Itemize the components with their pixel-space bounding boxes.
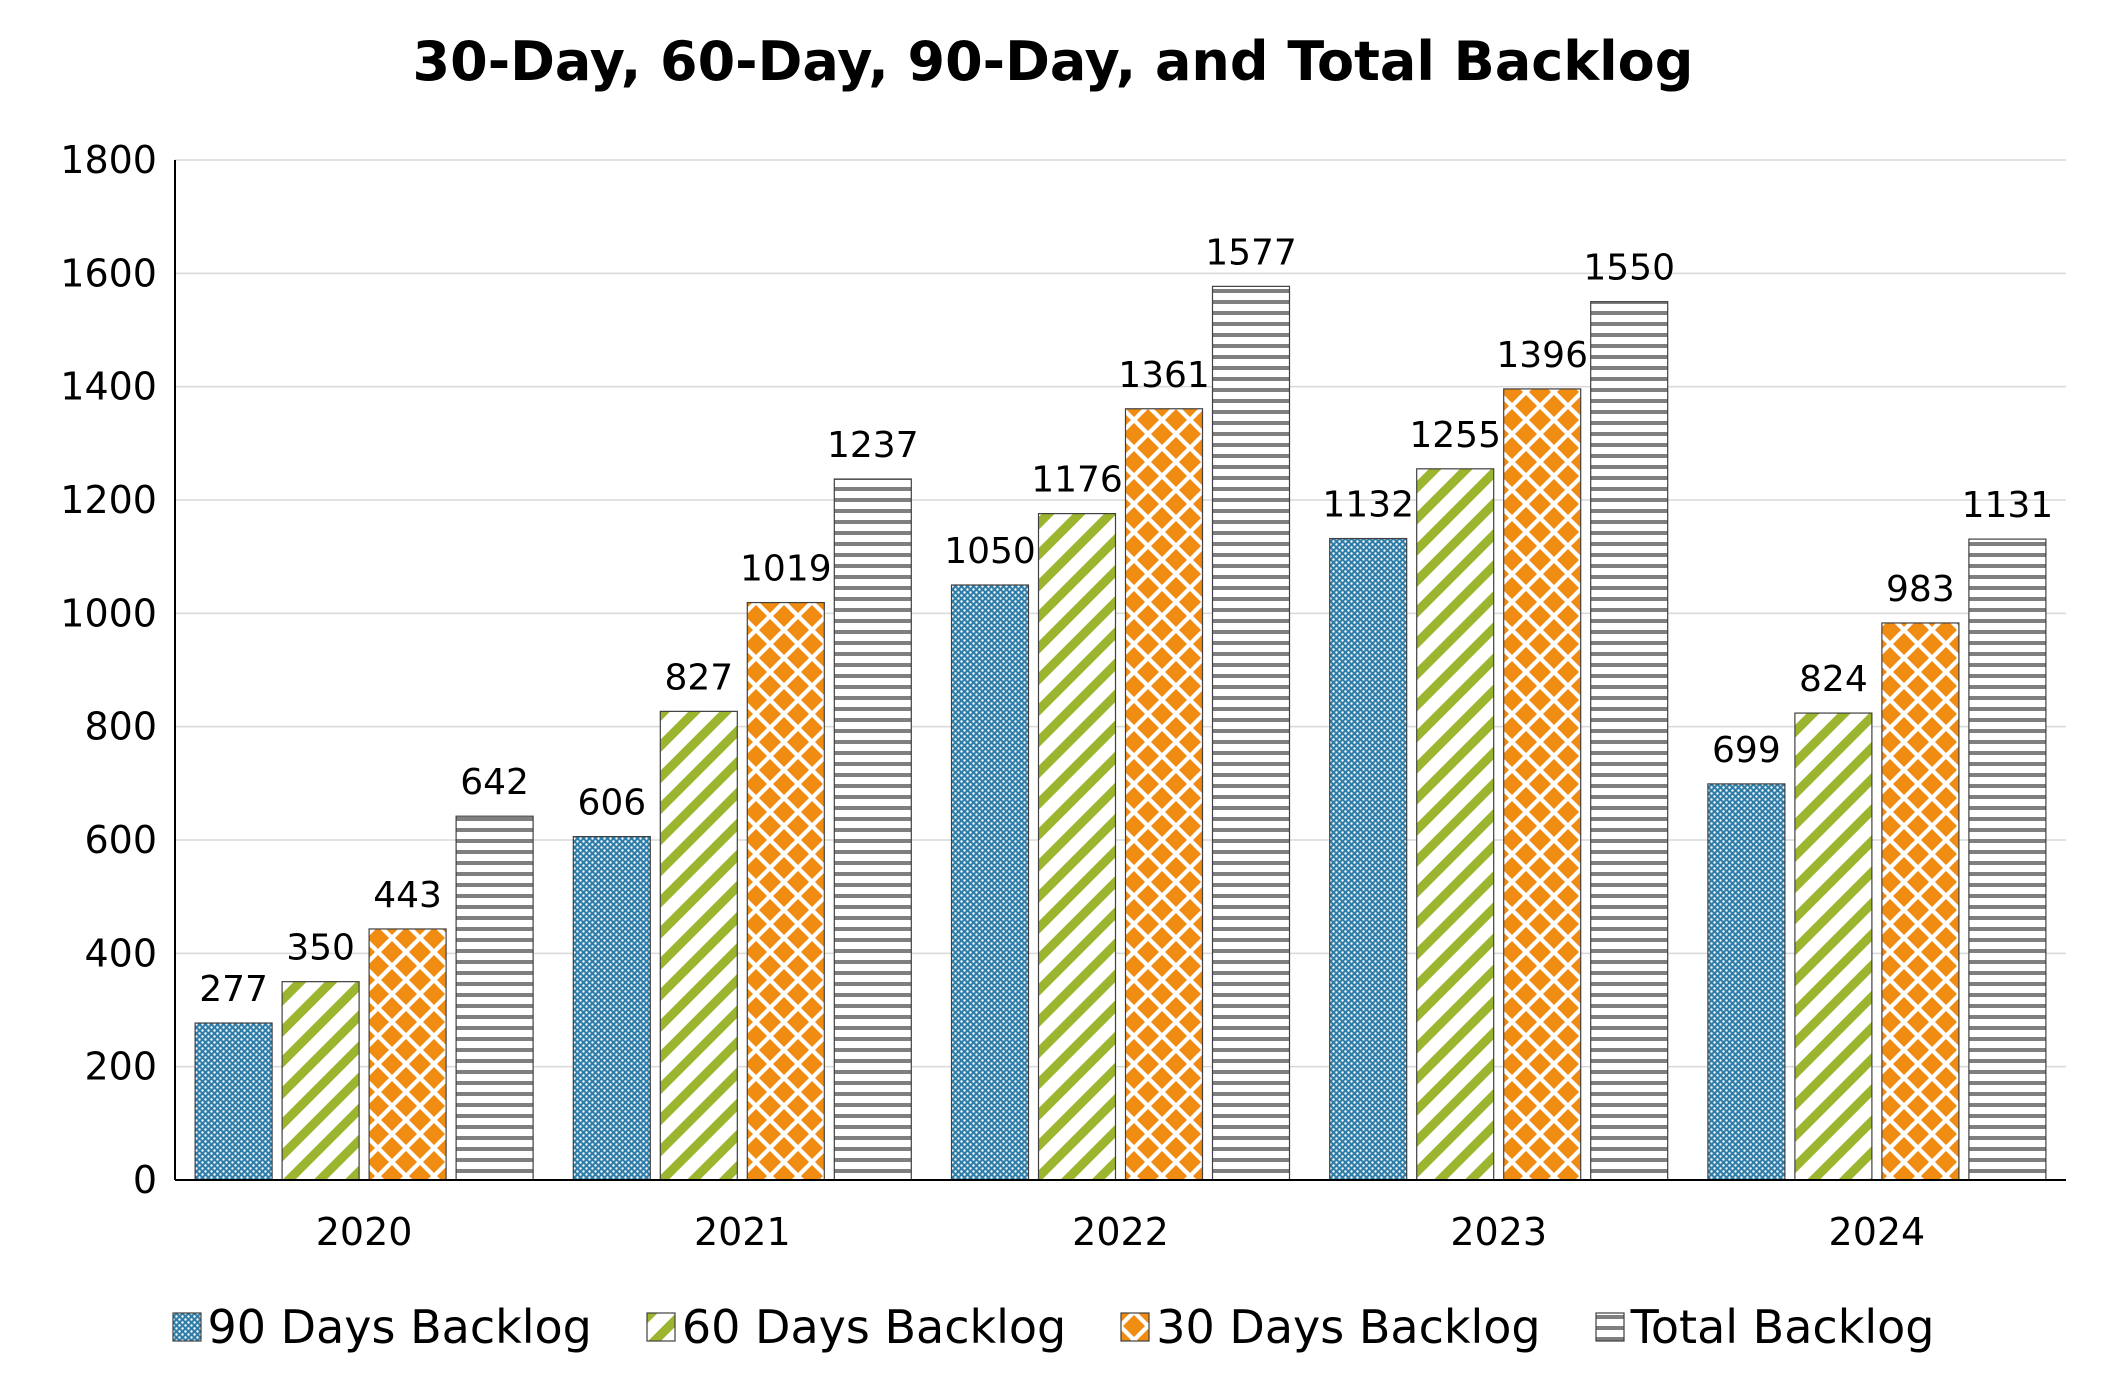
data-label: 642	[460, 762, 529, 803]
x-tick-label: 2024	[1829, 1210, 1926, 1254]
x-tick-label: 2021	[694, 1210, 791, 1254]
bar-diamonds	[1881, 622, 1960, 1181]
y-tick-label: 200	[84, 1045, 157, 1089]
bar-horizontal-stripes	[833, 478, 912, 1181]
legend-item: 90 Days Backlog	[171, 1300, 592, 1354]
legend-label: 30 Days Backlog	[1156, 1300, 1541, 1354]
bar-dots	[194, 1022, 273, 1181]
data-label: 1577	[1205, 232, 1297, 273]
y-tick-label: 0	[133, 1158, 157, 1202]
legend-swatch	[1595, 1312, 1625, 1342]
data-label: 1050	[944, 531, 1036, 572]
data-label: 443	[373, 875, 442, 916]
chart-title: 30-Day, 60-Day, 90-Day, and Total Backlo…	[412, 30, 1694, 93]
legend-label: 90 Days Backlog	[207, 1300, 592, 1354]
data-label: 1396	[1496, 335, 1588, 376]
legend: 90 Days Backlog 60 Days Backlog 30 Days Ba…	[0, 1300, 2106, 1354]
bar-horizontal-stripes	[1590, 301, 1669, 1181]
bar-horizontal-stripes	[455, 815, 534, 1181]
bar-diagonal-stripes	[1794, 712, 1873, 1181]
data-label: 1132	[1322, 485, 1414, 526]
bar-diamonds	[368, 928, 447, 1181]
y-tick-label: 1000	[60, 591, 157, 635]
data-label: 827	[664, 657, 733, 698]
data-label: 277	[199, 969, 268, 1010]
bar-diamonds	[1124, 408, 1204, 1181]
y-tick-label: 1400	[60, 365, 157, 409]
legend-swatch	[171, 1312, 202, 1342]
y-tick-label: 600	[84, 818, 157, 862]
y-tick-label: 400	[84, 931, 157, 975]
data-label: 1019	[740, 549, 832, 590]
x-tick-label: 2020	[316, 1210, 413, 1254]
data-label: 1361	[1118, 355, 1210, 396]
legend-item: Total Backlog	[1595, 1300, 1935, 1354]
legend-swatch	[646, 1312, 676, 1342]
data-label: 350	[286, 928, 355, 969]
legend-label: 60 Days Backlog	[681, 1300, 1067, 1354]
data-label: 1237	[827, 425, 919, 466]
y-tick-label: 1600	[60, 251, 157, 295]
bar-diagonal-stripes	[1416, 468, 1495, 1181]
x-tick-label: 2023	[1450, 1210, 1547, 1254]
bar-dots	[1707, 783, 1786, 1181]
bar-dots	[572, 835, 651, 1181]
bar-dots	[1329, 537, 1408, 1181]
bar-diamonds	[746, 601, 825, 1181]
data-label: 1131	[1962, 485, 2054, 526]
y-tick-label: 1800	[60, 138, 157, 182]
bar-horizontal-stripes	[1211, 285, 1291, 1181]
bar-diagonal-stripes	[659, 710, 738, 1181]
legend-item: 30 Days Backlog	[1120, 1300, 1541, 1354]
y-tick-label: 1200	[60, 478, 157, 522]
x-tick-label: 2022	[1072, 1210, 1169, 1254]
data-label: 1255	[1409, 415, 1501, 456]
bar-diamonds	[1503, 388, 1582, 1181]
bar-diagonal-stripes	[1037, 512, 1117, 1181]
y-tick-label: 800	[84, 705, 157, 749]
legend-item: 60 Days Backlog	[646, 1300, 1066, 1354]
data-label: 824	[1799, 659, 1868, 700]
legend-swatch	[1120, 1312, 1150, 1342]
bar-diagonal-stripes	[281, 981, 360, 1181]
bar-horizontal-stripes	[1968, 538, 2047, 1181]
data-label: 1550	[1583, 248, 1675, 289]
bar-dots	[950, 584, 1030, 1181]
data-label: 983	[1886, 569, 1955, 610]
data-label: 1176	[1031, 460, 1123, 501]
data-label: 606	[577, 783, 646, 824]
data-label: 699	[1712, 730, 1781, 771]
legend-label: Total Backlog	[1630, 1300, 1935, 1354]
